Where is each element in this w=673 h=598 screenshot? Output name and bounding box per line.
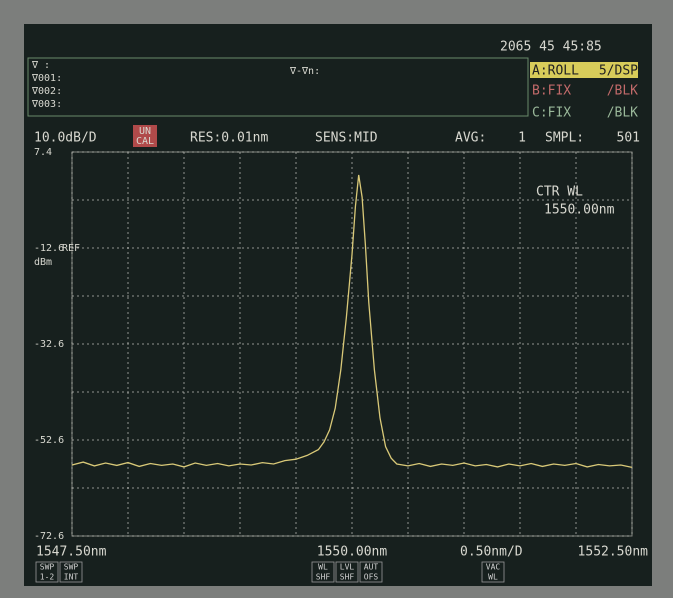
- avg: 1: [518, 131, 526, 146]
- trace-mode: B:FIX: [532, 84, 571, 99]
- y-per-div: 10.0dB/D: [34, 131, 97, 146]
- y-tick-label: -72.6: [34, 531, 64, 542]
- soft-key-label: LVL: [340, 563, 355, 572]
- soft-key-label: INT: [64, 573, 79, 582]
- soft-key-label: WL: [318, 563, 328, 572]
- page: 2065 45 45:85 ∇ : ∇001: ∇002: ∇003: ∇-∇n…: [0, 0, 673, 598]
- trace-mode: C:FIX: [532, 106, 571, 121]
- x-tick-label: 1547.50nm: [36, 545, 107, 560]
- soft-key-label: WL: [488, 573, 498, 582]
- trace-disp: /BLK: [607, 84, 638, 99]
- annotation: 1550.00nm: [544, 203, 615, 218]
- screen: 2065 45 45:85 ∇ : ∇001: ∇002: ∇003: ∇-∇n…: [0, 0, 673, 598]
- marker: ∇002:: [31, 86, 62, 97]
- avg-label: AVG:: [455, 131, 486, 146]
- x-tick-label: 1550.00nm: [317, 545, 388, 560]
- trace-mode: A:ROLL: [532, 64, 579, 79]
- trace-disp: 5/DSP: [599, 64, 638, 79]
- soft-key-label: SHF: [340, 573, 355, 582]
- y-tick-label: -12.6: [34, 243, 64, 254]
- clock: 2065 45 45:85: [500, 40, 602, 55]
- y-tick-label: 7.4: [34, 147, 52, 158]
- soft-key-label: 1-2: [40, 573, 55, 582]
- x-tick-label: 1552.50nm: [578, 545, 649, 560]
- soft-key-label: SWP: [40, 563, 55, 572]
- marker: ∇001:: [31, 73, 62, 84]
- sensitivity: SENS:MID: [315, 131, 378, 146]
- uncal: CAL: [136, 136, 154, 147]
- y-tick-label: -52.6: [34, 435, 64, 446]
- trace-disp: /BLK: [607, 106, 638, 121]
- soft-key-label: SWP: [64, 563, 79, 572]
- y-unit: dBm: [34, 257, 52, 268]
- y-tick-label: -32.6: [34, 339, 64, 350]
- marker: ∇003:: [31, 99, 62, 110]
- soft-key-label: SHF: [316, 573, 331, 582]
- x-per-div: 0.50nm/D: [460, 545, 523, 560]
- marker: ∇ :: [31, 60, 50, 71]
- soft-key-label: AUT: [364, 563, 379, 572]
- resolution: RES:0.01nm: [190, 131, 268, 146]
- soft-key-label: VAC: [486, 563, 501, 572]
- smpl: 501: [617, 131, 640, 146]
- soft-key-label: OFS: [364, 573, 379, 582]
- marker-diff: ∇-∇n:: [289, 66, 320, 77]
- smpl-label: SMPL:: [545, 131, 584, 146]
